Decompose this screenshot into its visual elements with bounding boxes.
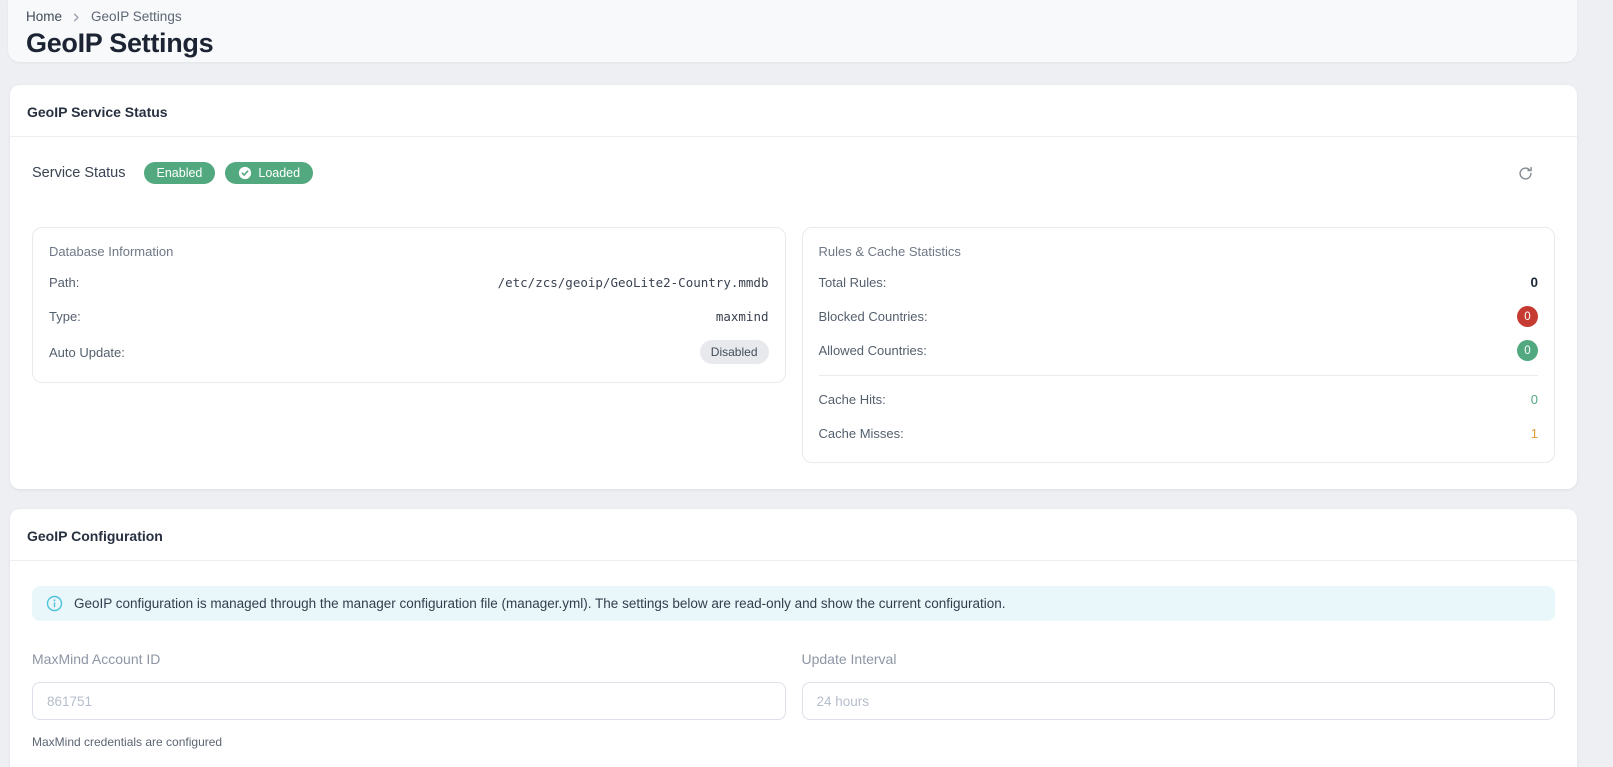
service-status-label: Service Status [32,165,126,181]
maxmind-account-field-group: MaxMind Account ID MaxMind credentials a… [32,621,786,749]
maxmind-account-id-input[interactable] [32,682,786,720]
stats-row-allowed-countries: Allowed Countries: 0 [818,340,1538,361]
maxmind-account-id-label: MaxMind Account ID [32,651,161,667]
breadcrumb-current: GeoIP Settings [91,9,182,24]
stats-row-cache-misses: Cache Misses: 1 [819,423,1539,444]
blocked-countries-label: Blocked Countries: [818,309,928,324]
maxmind-credentials-helper-text: MaxMind credentials are configured [32,735,223,749]
geoip-configuration-card: GeoIP Configuration GeoIP configuration … [10,509,1577,767]
stats-row-blocked-countries: Blocked Countries: 0 [818,306,1538,327]
type-label: Type: [49,309,81,324]
refresh-icon [1517,165,1534,182]
db-row-auto-update: Auto Update: Disabled [49,340,769,364]
enabled-badge-label: Enabled [156,166,203,180]
service-status-row: Service Status Enabled Loaded [32,159,1555,187]
auto-update-value-badge: Disabled [699,340,769,364]
allowed-countries-count-badge: 0 [1517,340,1538,361]
status-badge-loaded: Loaded [225,162,314,184]
stats-row-cache-hits: Cache Hits: 0 [819,389,1539,410]
update-interval-input[interactable] [801,682,1555,720]
stats-row-total-rules: Total Rules: 0 [819,272,1539,293]
geoip-configuration-card-title: GeoIP Configuration [10,509,1577,561]
path-value: /etc/zcs/geoip/GeoLite2-Country.mmdb [497,275,769,290]
database-information-panel: Database Information Path: /etc/zcs/geoi… [32,227,786,383]
blocked-countries-count-badge: 0 [1517,306,1538,327]
type-value: maxmind [715,309,769,324]
breadcrumb-home-link[interactable]: Home [26,9,63,24]
update-interval-label: Update Interval [801,651,897,667]
update-interval-field-group: Update Interval [801,621,1555,749]
page-title: GeoIP Settings [26,28,214,58]
loaded-badge-label: Loaded [258,166,301,180]
allowed-countries-label: Allowed Countries: [818,343,927,358]
check-circle-icon [238,166,252,180]
cache-hits-label: Cache Hits: [818,392,886,407]
total-rules-value: 0 [1530,275,1538,290]
database-panel-title: Database Information [49,244,174,259]
info-icon [46,595,63,612]
cache-misses-value: 1 [1530,426,1538,441]
stats-divider [818,375,1538,376]
chevron-right-icon [71,12,82,23]
path-label: Path: [49,275,80,290]
cache-hits-value: 0 [1530,392,1538,407]
cache-misses-label: Cache Misses: [818,426,904,441]
auto-update-label: Auto Update: [49,344,125,360]
page-header: Home GeoIP Settings GeoIP Settings [8,0,1577,62]
main-content: GeoIP Service Status Service Status Enab… [10,85,1577,767]
rules-cache-statistics-panel: Rules & Cache Statistics Total Rules: 0 … [801,227,1555,463]
config-info-banner-text: GeoIP configuration is managed through t… [74,596,1006,611]
service-status-card: GeoIP Service Status Service Status Enab… [10,85,1577,489]
status-badge-enabled: Enabled [143,162,216,184]
service-status-card-title: GeoIP Service Status [10,85,1577,137]
breadcrumb: Home GeoIP Settings [26,9,1577,24]
config-info-banner: GeoIP configuration is managed through t… [32,586,1555,621]
stats-panel-title: Rules & Cache Statistics [818,244,961,259]
refresh-button[interactable] [1511,159,1539,187]
db-row-path: Path: /etc/zcs/geoip/GeoLite2-Country.mm… [49,272,769,293]
total-rules-label: Total Rules: [818,275,887,290]
db-row-type: Type: maxmind [49,306,769,327]
